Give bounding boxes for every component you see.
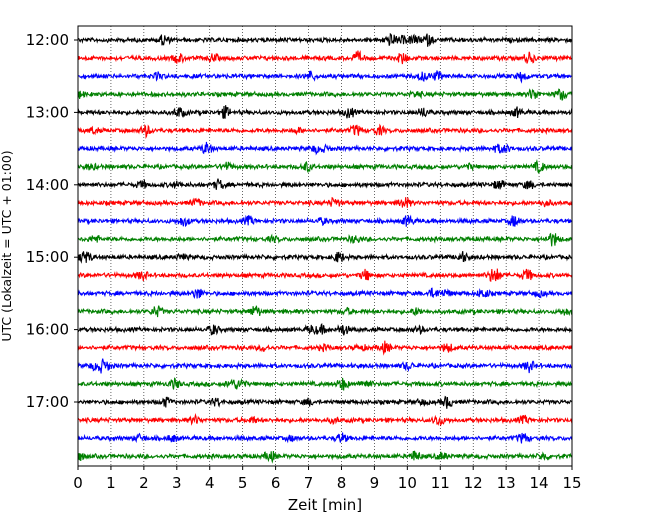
trace-1415	[77, 196, 573, 208]
y-tick-label: 13:00	[26, 103, 69, 121]
trace-1400	[77, 178, 573, 190]
x-tick-label: 2	[139, 474, 149, 492]
x-tick-label: 8	[337, 474, 347, 492]
trace-1645	[77, 377, 573, 391]
y-tick-label: 15:00	[26, 248, 69, 266]
x-tick-label: 15	[562, 474, 581, 492]
x-tick-label: 1	[106, 474, 116, 492]
y-tick-label: 17:00	[26, 393, 69, 411]
y-tick-label: 14:00	[26, 176, 69, 194]
trace-1215	[77, 49, 573, 65]
x-tick-label: 6	[271, 474, 281, 492]
x-axis-ticks: 0 1 2 3 4 5 6 7 8 9 10 11 12 13 14 15	[73, 466, 582, 492]
x-tick-label: 7	[304, 474, 314, 492]
x-tick-label: 10	[398, 474, 417, 492]
x-tick-label: 13	[497, 474, 516, 492]
trace-1615	[77, 340, 573, 356]
trace-1230	[77, 70, 573, 84]
x-tick-label: 3	[172, 474, 182, 492]
x-tick-label: 5	[238, 474, 248, 492]
plot-frame	[77, 25, 573, 467]
trace-1700	[77, 395, 573, 409]
y-axis-label: UTC (Lokalzeit = UTC + 01:00)	[0, 150, 14, 341]
x-tick-label: 4	[205, 474, 215, 492]
trace-1530	[77, 287, 573, 300]
trace-1330	[77, 141, 573, 156]
vertical-grid	[110, 26, 540, 466]
x-tick-label: 11	[431, 474, 450, 492]
y-axis-ticks: 12:00 13:00 14:00 15:00 16:00 17:00	[26, 31, 78, 411]
x-tick-label: 0	[73, 474, 83, 492]
trace-1430	[77, 214, 573, 228]
y-tick-label: 16:00	[26, 321, 69, 339]
trace-1715	[77, 413, 573, 427]
trace-1600	[77, 322, 573, 336]
trace-1245	[77, 88, 573, 101]
trace-1445	[77, 232, 573, 247]
trace-1630	[77, 358, 573, 374]
x-tick-label: 14	[530, 474, 549, 492]
x-axis-label: Zeit [min]	[288, 496, 362, 514]
trace-1500	[77, 251, 573, 264]
x-tick-label: 9	[370, 474, 380, 492]
trace-1730	[77, 432, 573, 444]
x-tick-label: 12	[464, 474, 483, 492]
trace-1300	[77, 105, 573, 119]
trace-1745	[77, 450, 573, 464]
trace-1545	[77, 305, 573, 318]
trace-1515	[77, 268, 572, 283]
trace-1315	[77, 123, 573, 140]
trace-1200	[77, 32, 573, 47]
trace-1345	[77, 159, 573, 174]
seismogram-traces	[77, 32, 573, 464]
y-tick-label: 12:00	[26, 31, 69, 49]
